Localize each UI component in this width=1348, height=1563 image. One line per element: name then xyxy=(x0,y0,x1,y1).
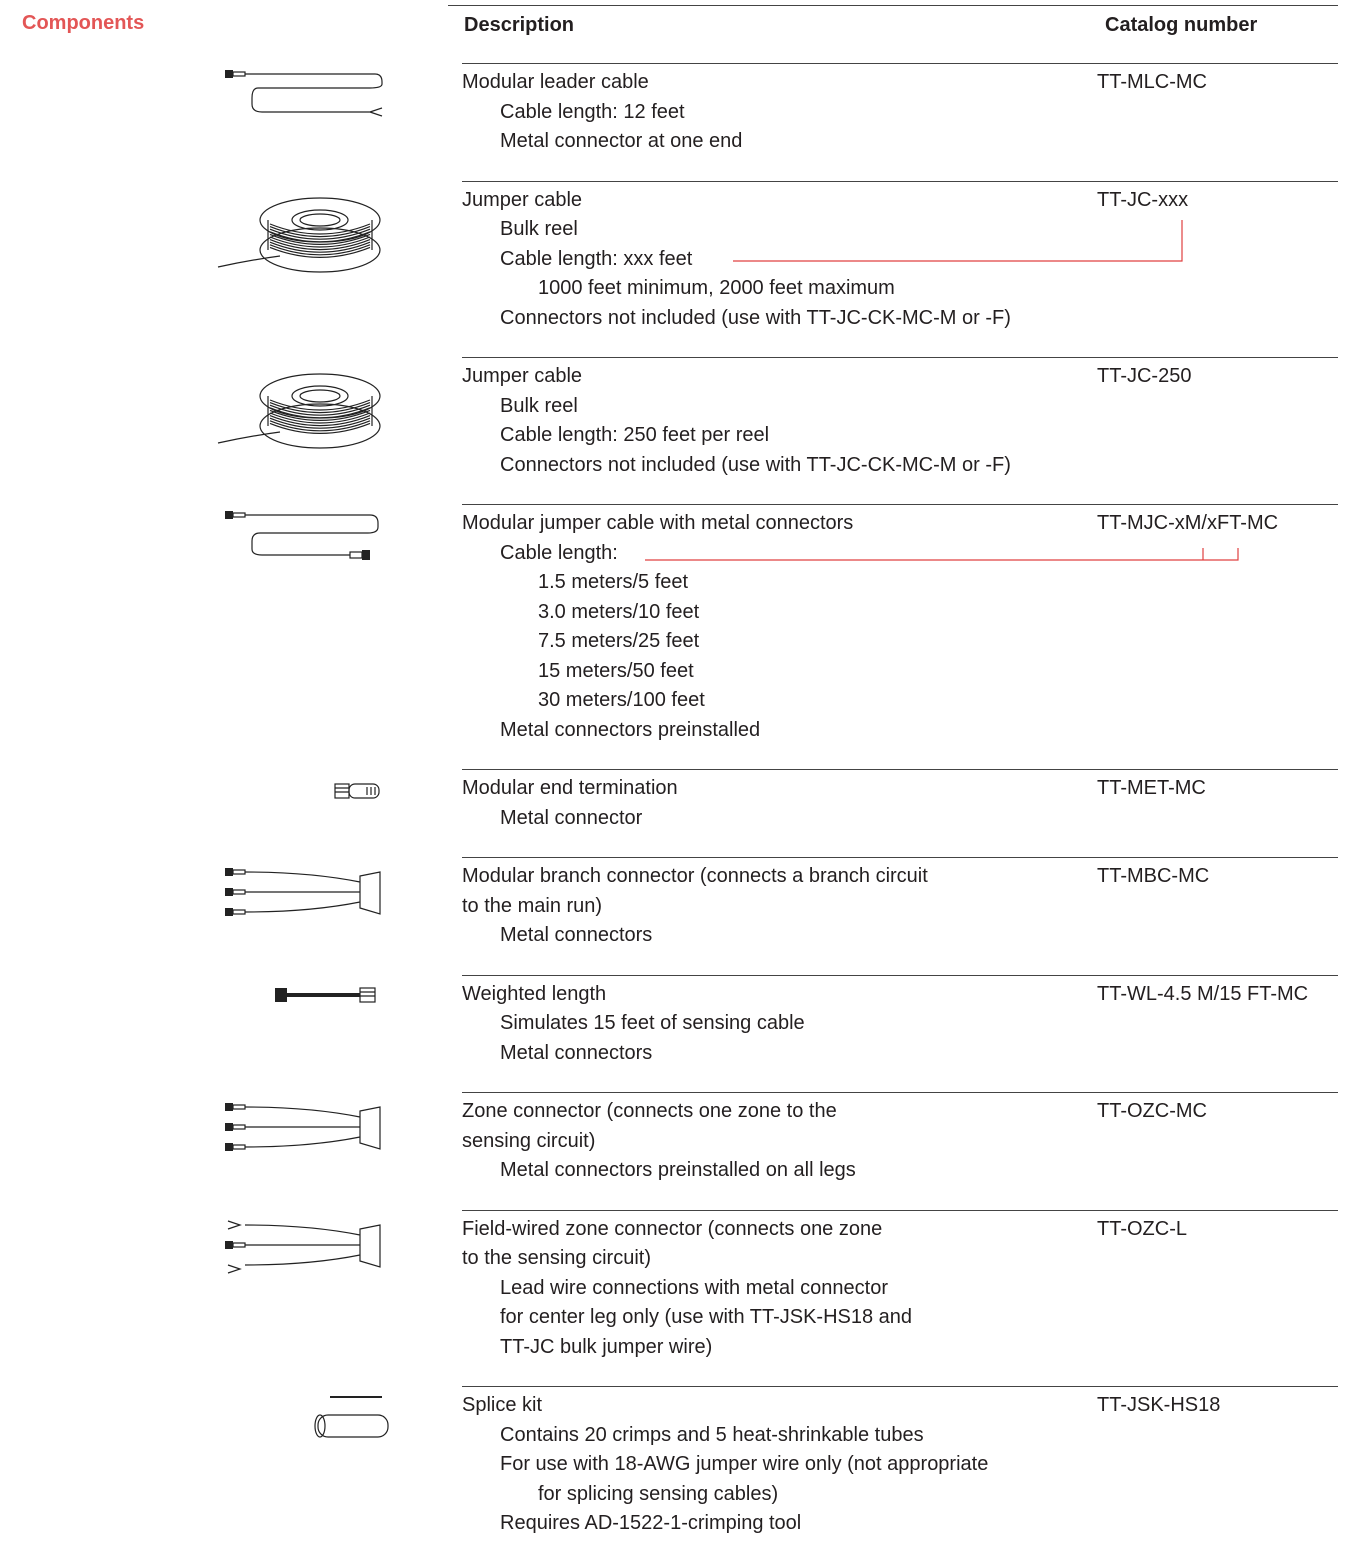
table-header: Description Catalog number xyxy=(448,5,1338,64)
catalog-number: TT-JC-250 xyxy=(1097,365,1192,387)
component-subdetail: 3.0 meters/10 feet xyxy=(538,600,700,623)
component-detail: Requires AD-1522-1-crimping tool xyxy=(500,1512,802,1534)
component-detail: Cable length: xxx feet xyxy=(500,247,693,270)
component-image xyxy=(225,868,381,916)
component-detail: Metal connectors xyxy=(500,1041,653,1064)
component-title: Splice kit xyxy=(462,1394,543,1416)
component-title: Jumper cable xyxy=(462,188,583,211)
header-catalog: Catalog number xyxy=(1105,14,1258,36)
component-subdetail: 15 meters/50 feet xyxy=(538,659,694,682)
component-detail: for center leg only (use with TT-JSK-HS1… xyxy=(500,1306,913,1328)
header-description: Description xyxy=(464,14,575,36)
component-detail: Metal connector xyxy=(500,806,643,829)
component-detail: Cable length: 250 feet per reel xyxy=(500,424,770,446)
catalog-number: TT-MJC-xM/xFT-MC xyxy=(1097,512,1279,534)
catalog-number: TT-JSK-HS18 xyxy=(1097,1394,1221,1416)
component-detail: Contains 20 crimps and 5 heat-shrinkable… xyxy=(500,1423,924,1446)
component-detail: Metal connectors xyxy=(500,924,653,946)
component-image xyxy=(275,986,376,1003)
component-row: Jumper cable Bulk reel Cable length: 250 f… xyxy=(217,357,1338,504)
component-detail: Lead wire connections with metal connect… xyxy=(500,1276,888,1299)
catalog-number: TT-JC-xxx xyxy=(1097,188,1189,211)
component-row: Modular jumper cable with metal connecto… xyxy=(225,504,1338,769)
component-title: Field-wired zone connector (connects one… xyxy=(462,1217,883,1240)
component-subdetail: 30 meters/100 feet xyxy=(538,689,705,711)
component-detail: Cable length: 12 feet xyxy=(500,100,685,123)
component-detail: Connectors not included (use with TT-JC-… xyxy=(500,453,1011,476)
component-subdetail: 7.5 meters/25 feet xyxy=(538,630,700,652)
component-title: Weighted length xyxy=(462,982,607,1005)
catalog-number: TT-OZC-MC xyxy=(1097,1100,1207,1122)
component-subdetail: 1.5 meters/5 feet xyxy=(538,571,689,593)
component-title: to the main run) xyxy=(462,894,603,917)
component-image xyxy=(225,511,379,560)
section-title: Components xyxy=(22,12,145,34)
callout-line xyxy=(733,219,1183,262)
component-detail: For use with 18-AWG jumper wire only (no… xyxy=(500,1453,989,1475)
component-detail: TT-JC bulk jumper wire) xyxy=(500,1335,713,1358)
component-image xyxy=(225,70,383,117)
component-subdetail: for splicing sensing cables) xyxy=(538,1482,779,1505)
component-row: Field-wired zone connector (connects one… xyxy=(225,1209,1338,1387)
component-table: Modular leader cable Cable length: 12 fee… xyxy=(217,63,1338,1563)
component-image xyxy=(217,196,381,273)
component-row: Zone connector (connects one zone to the… xyxy=(225,1092,1338,1210)
component-title: Modular jumper cable with metal connecto… xyxy=(462,512,854,534)
component-title: Modular end termination xyxy=(462,777,678,799)
catalog-number: TT-OZC-L xyxy=(1097,1217,1187,1240)
component-detail: Metal connectors preinstalled on all leg… xyxy=(500,1159,856,1181)
component-title: Jumper cable xyxy=(462,365,583,387)
component-row: Modular branch connector (connects a bra… xyxy=(225,857,1338,975)
component-detail: Connectors not included (use with TT-JC-… xyxy=(500,306,1011,329)
component-title: Zone connector (connects one zone to the xyxy=(462,1100,837,1122)
component-subdetail: 1000 feet minimum, 2000 feet maximum xyxy=(538,277,895,299)
component-image xyxy=(217,373,381,449)
component-title: sensing circuit) xyxy=(462,1129,596,1152)
component-row: Weighted length Simulates 15 feet of sens… xyxy=(275,974,1338,1093)
catalog-number: TT-MBC-MC xyxy=(1097,865,1210,887)
component-detail: Bulk reel xyxy=(500,394,578,417)
callout-line xyxy=(645,548,1239,561)
component-detail: Bulk reel xyxy=(500,218,578,240)
component-image xyxy=(225,1103,381,1151)
catalog-number: TT-WL-4.5 M/15 FT-MC xyxy=(1097,982,1309,1005)
component-title: Modular branch connector (connects a bra… xyxy=(462,865,928,887)
component-image xyxy=(225,1219,381,1274)
component-detail: Metal connectors preinstalled xyxy=(500,718,761,741)
component-detail: Metal connector at one end xyxy=(500,130,743,152)
component-title: to the sensing circuit) xyxy=(462,1247,651,1269)
component-detail: Simulates 15 feet of sensing cable xyxy=(500,1012,805,1034)
component-image xyxy=(314,1396,389,1438)
component-row: Modular leader cable Cable length: 12 fee… xyxy=(225,63,1338,181)
catalog-number: TT-MLC-MC xyxy=(1097,71,1207,93)
component-image xyxy=(334,783,380,799)
component-row: Modular end termination Metal connector TT… xyxy=(334,769,1338,857)
component-row: Jumper cable Bulk reel Cable length: xxx f… xyxy=(217,180,1338,358)
component-title: Modular leader cable xyxy=(462,71,649,93)
component-detail: Cable length: xyxy=(500,541,618,564)
catalog-number: TT-MET-MC xyxy=(1097,777,1206,799)
component-row: Splice kit Contains 20 crimps and 5 heat-… xyxy=(314,1386,1338,1563)
